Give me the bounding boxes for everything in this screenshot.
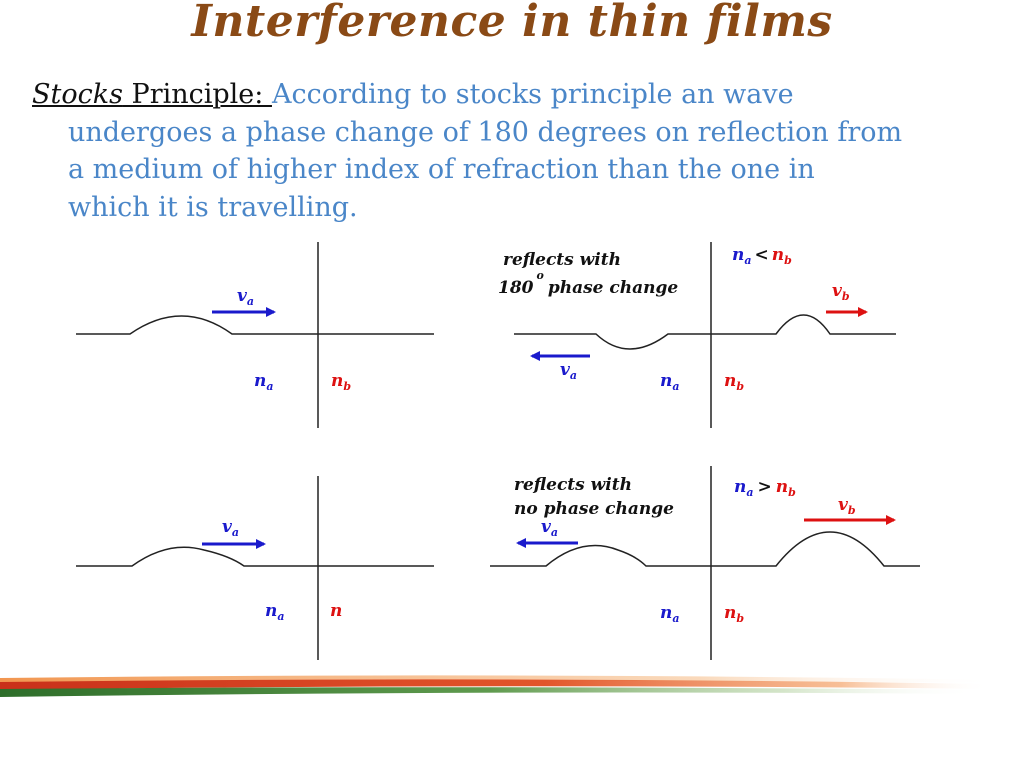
index-relation: na < nb bbox=[732, 245, 792, 267]
diagram-top-right: reflects with 180ophase change na < nb vb … bbox=[498, 242, 896, 428]
index-na-label: na bbox=[660, 371, 680, 393]
principle-text-line1: According to stocks principle an wave bbox=[271, 79, 794, 110]
diagram-top-left: va na nb bbox=[76, 242, 434, 428]
index-relation: na > nb bbox=[734, 477, 796, 499]
index-nb-label: nb bbox=[331, 371, 351, 393]
string-with-pulse bbox=[76, 546, 434, 567]
velocity-a-label: va bbox=[541, 517, 558, 539]
diagram-bottom-right: reflects with no phase change na > nb vb v… bbox=[490, 466, 920, 660]
velocity-label: va bbox=[222, 517, 239, 539]
caption-line1: reflects with bbox=[514, 475, 632, 495]
stokes-principle-paragraph: Stocks Principle: According to stocks pr… bbox=[32, 76, 1002, 226]
index-na-label: na bbox=[265, 601, 285, 623]
string-with-pulses bbox=[514, 314, 896, 350]
decorative-footer-swoosh bbox=[0, 675, 1000, 697]
caption-line1: reflects with bbox=[503, 250, 621, 270]
index-n-label: n bbox=[330, 601, 342, 621]
index-na-label: na bbox=[254, 371, 274, 393]
index-nb-label: nb bbox=[724, 371, 744, 393]
caption-line2: 180ophase change bbox=[498, 269, 678, 298]
string-with-pulse bbox=[76, 315, 434, 335]
principle-term: Stocks bbox=[32, 79, 123, 110]
diagram-bottom-left: va na n bbox=[76, 476, 434, 660]
caption-line2: no phase change bbox=[514, 499, 674, 519]
principle-text-line2: undergoes a phase change of 180 degrees … bbox=[68, 116, 903, 148]
velocity-label: va bbox=[237, 286, 254, 308]
principle-label: Principle: bbox=[122, 79, 272, 110]
principle-text-line3: a medium of higher index of refraction t… bbox=[68, 154, 815, 185]
velocity-b-label: vb bbox=[838, 495, 856, 517]
velocity-a-label: va bbox=[560, 360, 577, 382]
slide-title: Interference in thin films bbox=[191, 0, 833, 47]
index-na-label: na bbox=[660, 603, 680, 625]
index-nb-label: nb bbox=[724, 603, 744, 625]
principle-text-line4: which it is travelling. bbox=[68, 191, 358, 223]
string-with-pulses bbox=[490, 531, 920, 567]
velocity-b-label: vb bbox=[832, 281, 850, 303]
